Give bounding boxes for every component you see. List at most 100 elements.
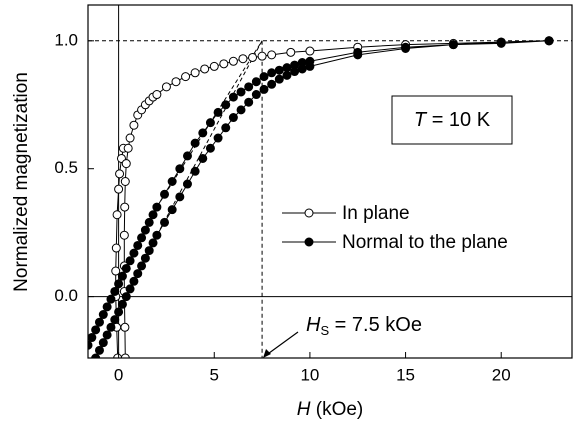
data-point: [148, 210, 158, 220]
data-point: [190, 68, 200, 78]
data-point: [114, 279, 124, 289]
data-point: [282, 63, 292, 73]
data-point: [133, 240, 143, 250]
annotation-arrow: [264, 331, 299, 357]
plot-area: [88, 5, 572, 358]
data-point: [181, 72, 191, 82]
data-point: [305, 46, 315, 56]
data-point: [248, 52, 258, 62]
x-axis-title: H (kOe): [297, 399, 364, 420]
data-point: [119, 230, 129, 240]
data-point: [267, 79, 277, 89]
data-point: [205, 143, 215, 153]
x-tick-label: 15: [396, 365, 415, 384]
data-point: [152, 230, 162, 240]
data-point: [117, 271, 127, 281]
data-point: [182, 151, 192, 161]
data-point: [144, 246, 154, 256]
legend-marker: [304, 237, 314, 247]
data-point: [267, 68, 277, 78]
data-point: [175, 164, 185, 174]
data-point: [267, 50, 277, 60]
x-tick-label: 10: [300, 365, 319, 384]
data-point: [297, 64, 307, 74]
data-point: [110, 286, 120, 296]
legend-marker: [304, 208, 314, 218]
data-point: [120, 353, 130, 358]
data-point: [205, 118, 215, 128]
data-point: [282, 70, 292, 80]
data-point: [251, 90, 261, 100]
data-point: [221, 100, 231, 110]
data-point: [152, 202, 162, 212]
y-tick-label: 1.0: [54, 30, 78, 49]
data-point: [236, 105, 246, 115]
annotation-box: [391, 95, 513, 145]
data-point: [219, 59, 229, 69]
data-point: [125, 256, 135, 266]
data-point: [144, 217, 154, 227]
data-point: [182, 179, 192, 189]
y-tick-label: 0.5: [54, 158, 78, 177]
data-point: [137, 233, 147, 243]
data-point: [228, 56, 238, 66]
data-point: [88, 333, 97, 343]
data-point: [102, 330, 112, 340]
data-point: [106, 322, 116, 332]
data-point: [129, 276, 139, 286]
data-point: [106, 294, 116, 304]
data-point: [111, 243, 121, 253]
data-point: [94, 345, 104, 355]
data-point: [129, 120, 139, 130]
data-point: [120, 202, 130, 212]
data-point: [91, 325, 101, 335]
data-point: [129, 248, 139, 258]
data-point: [200, 64, 210, 74]
arrow-head: [263, 349, 271, 358]
data-point: [133, 269, 143, 279]
data-point: [140, 225, 150, 235]
data-point: [88, 340, 93, 350]
data-point: [148, 238, 158, 248]
data-point: [152, 90, 162, 100]
temperature-annotation: T = 10 K: [414, 109, 491, 131]
data-point: [290, 67, 300, 77]
data-point: [171, 77, 181, 87]
data-point: [98, 338, 108, 348]
data-point: [238, 54, 248, 64]
plot-frame: [87, 4, 573, 359]
data-point: [110, 315, 120, 325]
data-point: [213, 133, 223, 143]
data-point: [112, 210, 122, 220]
data-point: [448, 40, 458, 50]
data-point: [91, 353, 101, 358]
data-point: [120, 322, 130, 332]
data-point: [496, 38, 506, 48]
data-point: [125, 284, 135, 294]
data-point: [286, 47, 296, 57]
series-line: [88, 40, 550, 358]
data-point: [114, 184, 124, 194]
data-point: [160, 217, 170, 227]
data-point: [121, 263, 131, 273]
data-point: [125, 133, 135, 143]
data-point: [117, 299, 127, 309]
data-point: [259, 84, 269, 94]
data-point: [167, 177, 177, 186]
data-point: [228, 113, 238, 123]
x-tick-label: 0: [114, 365, 123, 384]
data-point: [353, 50, 363, 60]
data-point: [175, 192, 185, 202]
data-point: [160, 189, 170, 199]
data-point: [401, 43, 411, 53]
data-point: [98, 310, 108, 320]
data-point: [221, 123, 231, 133]
data-point: [161, 82, 171, 92]
data-point: [236, 87, 246, 97]
data-point: [198, 153, 208, 163]
extrapolation-line: [156, 40, 263, 236]
data-point: [121, 159, 131, 169]
data-point: [140, 253, 150, 263]
data-point: [190, 138, 200, 148]
data-point: [114, 307, 124, 317]
